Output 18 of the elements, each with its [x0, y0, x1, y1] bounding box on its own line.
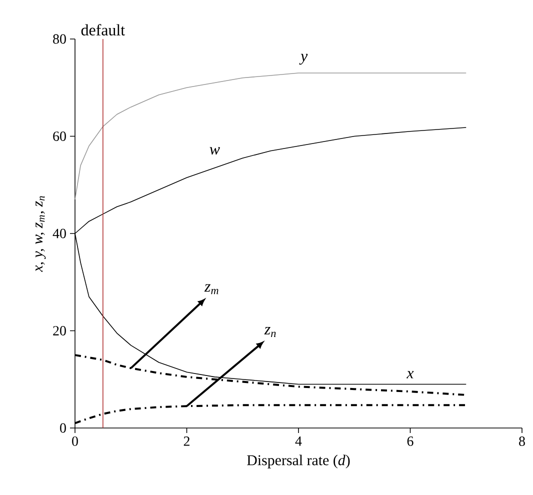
series-label: w: [210, 147, 220, 155]
y-tick-label: 20: [53, 326, 66, 336]
x-axis-title: Dispersal rate (d): [247, 454, 350, 468]
x-tick-label: 4: [295, 436, 302, 446]
x-tick-label: 2: [184, 436, 190, 446]
series-label: x: [406, 370, 414, 378]
x-tick-label: 0: [72, 436, 78, 446]
y-tick-label: 60: [53, 132, 66, 141]
x-tick-label: 8: [519, 436, 525, 446]
text: z$_{n}$: [264, 327, 276, 337]
x-tick-label: 6: [407, 436, 414, 446]
text: z$_{m}$: [204, 284, 218, 294]
y-tick-label: 0: [60, 423, 66, 433]
y-tick-label: 80: [53, 34, 66, 44]
ref-line-label: default: [81, 24, 125, 36]
y-axis-title: x, y, w, z$_{m}$, z$_{n}$: [36, 196, 46, 272]
series-label: y: [299, 54, 308, 65]
y-tick-label: 40: [52, 228, 66, 238]
